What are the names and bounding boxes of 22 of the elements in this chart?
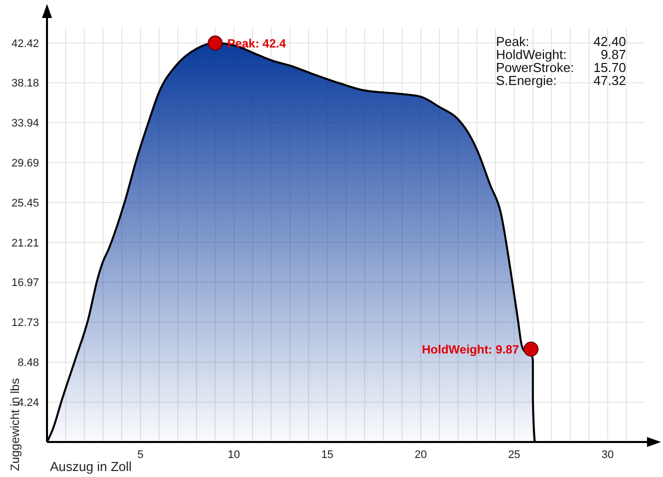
x-tick-label: 20: [414, 448, 427, 461]
text: S.Energie: 47.32: [496, 73, 626, 88]
y-tick-label: 33.94: [11, 118, 39, 130]
y-tick-label: 25.45: [11, 197, 39, 210]
y-tick-label: 29.69: [11, 158, 39, 170]
x-tick-label: 30: [602, 448, 614, 461]
y-tick-label: 8.48: [18, 357, 39, 370]
y-tick-label: 21.21: [11, 237, 39, 250]
text: HoldWeight: 9.87: [496, 47, 626, 62]
text: Peak: 42.40: [496, 34, 626, 49]
x-tick-label: 15: [321, 448, 334, 461]
y-tick-label: 12.73: [11, 317, 39, 330]
x-axis-title: Auszug in Zoll: [50, 459, 132, 474]
x-tick-label: 25: [508, 448, 520, 461]
x-tick-label: 10: [228, 448, 240, 461]
annotation: HoldWeight: 9.87: [422, 342, 520, 356]
y-tick-label: 4.24: [18, 397, 39, 410]
y-tick-label: 42.42: [11, 38, 39, 50]
annotation: Peak: 42.4: [227, 36, 286, 50]
y-tick-label: 38.18: [11, 78, 39, 90]
y-tick-label: 16.97: [11, 277, 39, 290]
x-tick-label: 5: [137, 448, 144, 461]
